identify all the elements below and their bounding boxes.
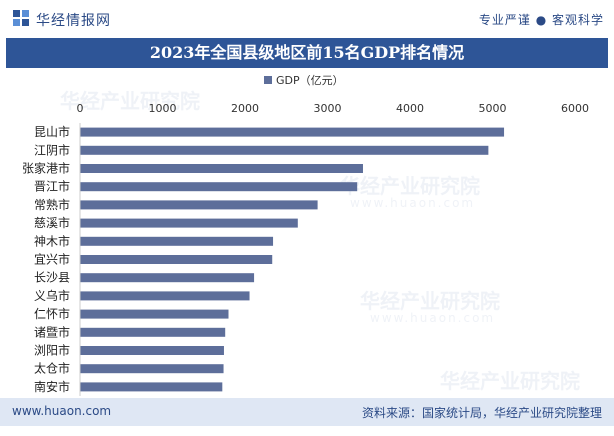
watermark: 华经产业研究院 bbox=[60, 89, 200, 113]
bar-江阴市 bbox=[80, 145, 489, 155]
x-tick-label: 1000 bbox=[149, 102, 177, 115]
y-tick-label: 慈溪市 bbox=[34, 215, 70, 230]
y-tick-label: 长沙县 bbox=[34, 271, 70, 285]
x-tick-label: 6000 bbox=[561, 102, 589, 115]
watermark-url: www.huaon.com bbox=[350, 196, 476, 210]
x-tick-label: 2000 bbox=[231, 102, 259, 115]
bar-宜兴市 bbox=[80, 255, 273, 264]
x-tick-label: 5000 bbox=[479, 102, 507, 115]
y-tick-label: 神木市 bbox=[34, 233, 70, 248]
title-bar: 2023年全国县级地区前15名GDP排名情况 bbox=[6, 38, 608, 68]
bar-昆山市 bbox=[80, 127, 505, 137]
legend: GDP（亿元） bbox=[264, 74, 344, 87]
bar-慈溪市 bbox=[80, 218, 298, 228]
bar-series bbox=[80, 127, 505, 392]
x-axis: 0 1000 2000 3000 4000 5000 6000 bbox=[77, 102, 590, 115]
footer-source: 资料来源：国家统计局，华经产业研究院整理 bbox=[361, 406, 602, 420]
huajing-logo-icon bbox=[13, 10, 29, 26]
watermark: 华经产业研究院 bbox=[360, 289, 500, 313]
y-tick-label: 诸暨市 bbox=[34, 324, 70, 339]
bar-南安市 bbox=[80, 382, 223, 392]
bar-义乌市 bbox=[80, 291, 250, 301]
bar-仁怀市 bbox=[80, 309, 229, 319]
legend-label: GDP（亿元） bbox=[276, 74, 344, 87]
bar-太仓市 bbox=[80, 364, 224, 374]
y-tick-label: 太仓市 bbox=[34, 361, 70, 376]
bar-常熟市 bbox=[80, 200, 318, 210]
x-tick-label: 0 bbox=[77, 102, 84, 115]
y-tick-label: 南安市 bbox=[34, 379, 70, 394]
slogan: 专业严谨 ● 客观科学 bbox=[478, 13, 604, 27]
watermark-url: www.huaon.com bbox=[370, 311, 496, 325]
y-tick-label: 仁怀市 bbox=[34, 306, 70, 321]
bar-张家港市 bbox=[80, 164, 363, 173]
bar-长沙县 bbox=[80, 273, 255, 283]
y-tick-label: 张家港市 bbox=[22, 161, 70, 176]
brand-name: 华经情报网 bbox=[36, 13, 111, 29]
x-tick-label: 3000 bbox=[314, 102, 342, 115]
bar-晋江市 bbox=[80, 182, 358, 192]
y-tick-label: 昆山市 bbox=[34, 124, 70, 139]
bar-浏阳市 bbox=[80, 346, 224, 355]
watermark: 华经产业研究院 bbox=[340, 174, 480, 198]
legend-swatch bbox=[264, 76, 272, 84]
y-tick-label: 浏阳市 bbox=[34, 343, 70, 358]
y-tick-label: 义乌市 bbox=[34, 288, 70, 303]
top-bar: 华经情报网 专业严谨 ● 客观科学 bbox=[0, 0, 614, 38]
footer: www.huaon.com 资料来源：国家统计局，华经产业研究院整理 bbox=[0, 398, 614, 426]
chart-title: 2023年全国县级地区前15名GDP排名情况 bbox=[149, 43, 465, 62]
bar-神木市 bbox=[80, 236, 274, 246]
y-tick-label: 常熟市 bbox=[34, 197, 70, 212]
footer-website: www.huaon.com bbox=[12, 404, 112, 418]
gdp-bar-chart: GDP（亿元） 0 1000 2000 3000 4000 5000 6000 昆山市江阴市… bbox=[22, 74, 590, 396]
y-tick-label: 江阴市 bbox=[34, 142, 70, 157]
x-tick-label: 4000 bbox=[396, 102, 424, 115]
y-tick-label: 宜兴市 bbox=[34, 252, 70, 267]
watermark: 华经产业研究院 bbox=[440, 369, 580, 393]
y-axis: 昆山市江阴市张家港市晋江市常熟市慈溪市神木市宜兴市长沙县义乌市仁怀市诸暨市浏阳市… bbox=[22, 123, 81, 396]
y-tick-label: 晋江市 bbox=[34, 179, 70, 194]
bar-诸暨市 bbox=[80, 327, 226, 337]
